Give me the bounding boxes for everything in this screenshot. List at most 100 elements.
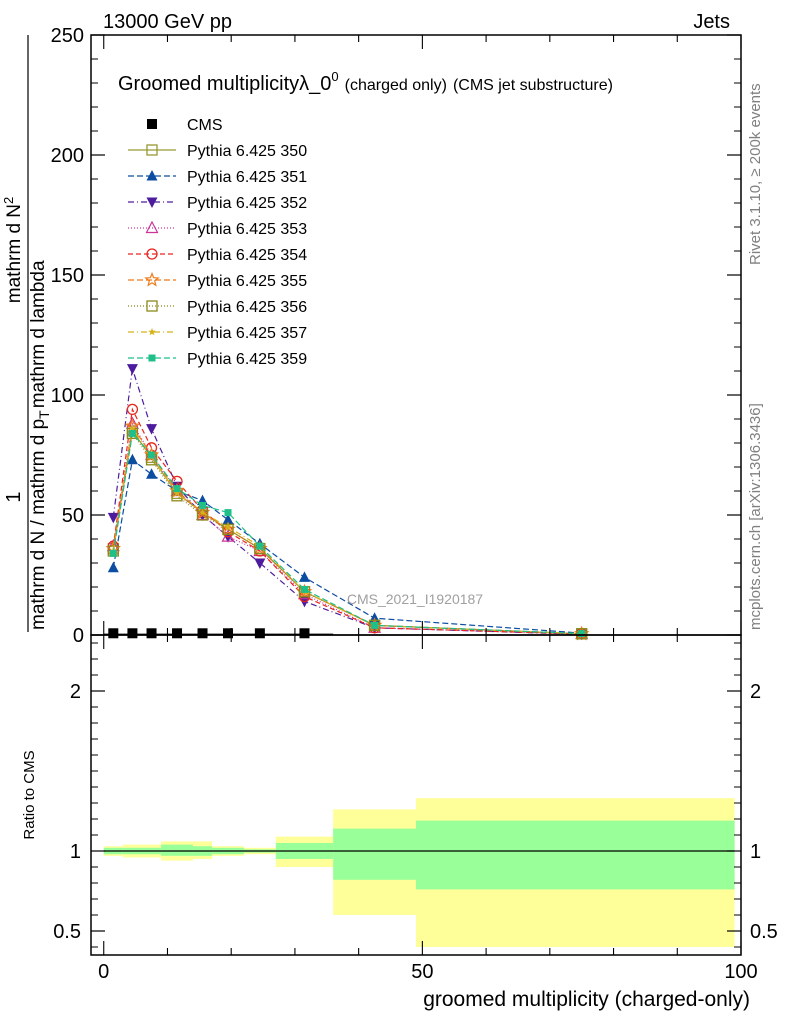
series-line-5 (112, 407, 582, 635)
ratio-frame (90, 634, 742, 956)
legend-entry-3: Pythia 6.425 352 (128, 195, 307, 212)
legend-marker-8 (148, 328, 156, 336)
legend-entry-7: Pythia 6.425 356 (128, 299, 307, 316)
cms-point-6 (254, 628, 265, 639)
legend-label-3: Pythia 6.425 352 (187, 195, 307, 212)
series-2 (107, 453, 588, 638)
series-line-4 (112, 422, 582, 635)
legend-marker-7 (146, 300, 158, 312)
legend: CMS Pythia 6.425 350 Pythia 6.425 351 Pythi… (128, 117, 307, 368)
legend-marker-1 (146, 144, 158, 156)
rivet-version-text: Rivet 3.1.10, ≥ 200k events (747, 83, 764, 265)
series-8-point-4 (198, 508, 207, 516)
series-3-point-6 (254, 558, 266, 569)
ratio-ytick-label-right-0: 0.5 (750, 921, 778, 943)
ratio-ytick-label-right-2: 2 (750, 681, 761, 703)
legend-marker-5 (146, 248, 158, 260)
series-3-point-0 (107, 512, 119, 524)
main-ytick-label-4: 200 (51, 145, 84, 167)
main-ytick-label-0: 0 (73, 625, 84, 647)
legend-label-6: Pythia 6.425 355 (187, 273, 307, 290)
series-2-point-0 (107, 561, 119, 573)
main-ylabel: 1 mathrm d N / mathrm d pTmathrm d lambd… (1, 35, 52, 632)
cms-point-5 (223, 628, 234, 639)
legend-entry-9: Pythia 6.425 359 (128, 351, 307, 368)
legend-label-1: Pythia 6.425 350 (187, 143, 307, 160)
series-8-point-5 (224, 523, 232, 531)
series-2-point-7 (298, 571, 310, 582)
analysis-watermark: CMS_2021_I1920187 (347, 591, 483, 607)
series-line-3 (112, 368, 582, 635)
series-layer (103, 364, 590, 641)
ratio-band-inner-7 (333, 828, 416, 880)
series-9-point-3 (173, 485, 181, 493)
series-line-7 (112, 431, 582, 635)
cms-point-3 (172, 628, 183, 639)
legend-marker-0 (147, 119, 157, 129)
series-9-point-6 (256, 542, 264, 550)
legend-label-5: Pythia 6.425 354 (187, 247, 307, 264)
mcplots-text: mcplots.cern.ch [arXiv:1306.3436] (747, 403, 764, 630)
main-ytick-label-2: 100 (51, 385, 84, 407)
series-2-point-1 (126, 453, 138, 465)
main-ytick-label-1: 50 (62, 505, 84, 527)
series-2-point-2 (146, 468, 158, 479)
series-3-point-2 (146, 424, 158, 435)
series-9-point-1 (128, 429, 136, 437)
cms-point-4 (197, 628, 208, 639)
series-3-point-1 (126, 364, 138, 375)
series-8-point-3 (173, 489, 181, 497)
series-7 (107, 427, 588, 640)
ylabel-numerator: mathrm d N2 (1, 197, 25, 303)
ylabel-one: 1 (3, 491, 25, 502)
main-ytick-label-3: 150 (51, 265, 84, 287)
legend-label-0: CMS (187, 117, 223, 134)
series-9-point-0 (109, 549, 117, 557)
ratio-band-inner-2 (161, 844, 193, 856)
xtick-label-1: 50 (411, 961, 433, 983)
series-0 (103, 628, 334, 639)
header-energy: 13000 GeV pp (103, 11, 232, 33)
legend-label-9: Pythia 6.425 359 (187, 351, 307, 368)
cms-point-2 (146, 628, 157, 639)
series-2-point-5 (222, 513, 234, 525)
series-9-point-7 (300, 585, 308, 593)
xtick-label-0: 0 (98, 961, 109, 983)
ratio-axes: 0.5 0.5 1 1 2 2 0 50 100 (53, 634, 778, 983)
cms-point-1 (127, 628, 138, 639)
legend-entry-5: Pythia 6.425 354 (128, 247, 307, 264)
series-9-point-4 (199, 501, 207, 509)
xtick-label-2: 100 (724, 961, 757, 983)
ratio-ytick-label-left-0: 0.5 (53, 921, 81, 943)
chart-title: Groomed multiplicityλ_00(charged only) (C… (118, 69, 613, 95)
series-9-point-2 (148, 451, 156, 459)
legend-label-7: Pythia 6.425 356 (187, 299, 307, 316)
legend-entry-8: Pythia 6.425 357 (128, 325, 307, 342)
legend-entry-1: Pythia 6.425 350 (128, 143, 307, 160)
cms-point-0 (108, 628, 119, 639)
cms-point-7 (299, 628, 310, 639)
legend-label-4: Pythia 6.425 353 (187, 221, 307, 238)
ratio-ytick-label-right-1: 1 (750, 841, 761, 863)
series-9-point-5 (224, 509, 232, 517)
series-line-8 (112, 426, 582, 635)
ylabel-denominator: mathrm d N / mathrm d pTmathrm d lambda (28, 260, 52, 630)
legend-entry-6: Pythia 6.425 355 (128, 271, 307, 290)
legend-label-8: Pythia 6.425 357 (187, 325, 307, 342)
main-panel: Groomed multiplicityλ_00(charged only) (C… (51, 25, 742, 647)
series-9 (109, 429, 586, 638)
ratio-panel: 0.5 0.5 1 1 2 2 0 50 100 Ratio to CMS groomed mu… (21, 634, 778, 1011)
series-8-point-1 (128, 424, 137, 432)
legend-entry-4: Pythia 6.425 353 (128, 220, 307, 238)
legend-entry-0: CMS (147, 117, 223, 134)
legend-label-2: Pythia 6.425 351 (187, 169, 307, 186)
series-line-2 (112, 458, 582, 634)
legend-marker-4 (145, 220, 159, 234)
series-9-point-8 (371, 621, 379, 629)
header-process: Jets (693, 11, 730, 33)
ratio-bands (103, 798, 735, 947)
ratio-ytick-label-left-1: 1 (70, 841, 81, 863)
x-axis-label: groomed multiplicity (charged-only) (423, 988, 750, 1011)
